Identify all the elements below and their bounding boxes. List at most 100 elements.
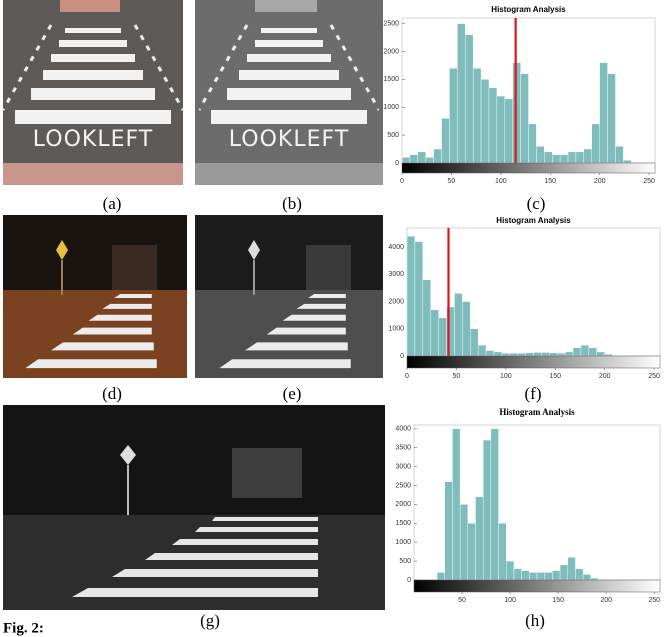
y-tick-label: 3500 bbox=[395, 445, 411, 452]
bar bbox=[575, 151, 585, 164]
bar bbox=[549, 352, 558, 357]
photo-d bbox=[3, 215, 187, 378]
chart-title: Histogram Analysis bbox=[491, 5, 566, 14]
y-tick-label: 1000 bbox=[388, 326, 404, 333]
x-tick-label: 200 bbox=[600, 597, 612, 604]
bar bbox=[525, 352, 534, 357]
bar bbox=[591, 123, 600, 164]
bar bbox=[590, 577, 599, 581]
panel-label: (d) bbox=[102, 384, 122, 403]
bar bbox=[517, 353, 526, 357]
bar bbox=[425, 157, 434, 164]
x-tick-label: 150 bbox=[544, 178, 556, 185]
bar bbox=[454, 293, 463, 357]
bar bbox=[623, 160, 632, 164]
bar bbox=[496, 95, 505, 164]
x-tick-label: 100 bbox=[504, 597, 516, 604]
bar bbox=[528, 123, 537, 164]
x-tick-label: 50 bbox=[453, 373, 461, 380]
y-tick-label: 1000 bbox=[383, 104, 399, 111]
bar bbox=[459, 504, 469, 581]
y-tick-label: 2000 bbox=[388, 298, 404, 305]
bar bbox=[509, 353, 518, 357]
photo-e bbox=[195, 215, 383, 378]
x-tick-label: 0 bbox=[400, 178, 404, 185]
gray-bar bbox=[413, 579, 661, 593]
bar bbox=[414, 241, 424, 357]
bar bbox=[485, 350, 495, 357]
bar bbox=[567, 151, 577, 164]
x-tick-label: 250 bbox=[648, 373, 660, 380]
bar bbox=[482, 439, 492, 581]
y-tick-label: 0 bbox=[407, 577, 411, 584]
y-tick-label: 2500 bbox=[383, 20, 399, 27]
bar bbox=[452, 428, 461, 581]
bar bbox=[472, 67, 482, 164]
chart-title: Histogram Analysis bbox=[499, 407, 575, 417]
x-tick-label: 0 bbox=[405, 373, 409, 380]
panel-label: (h) bbox=[525, 611, 545, 630]
x-tick-label: 250 bbox=[648, 597, 660, 604]
bar bbox=[529, 572, 538, 581]
bar bbox=[582, 574, 592, 581]
gray-bar bbox=[401, 162, 656, 174]
bar bbox=[465, 34, 474, 164]
chart-title: Histogram Analysis bbox=[496, 216, 571, 225]
y-tick-label: 0 bbox=[395, 160, 399, 167]
bar bbox=[422, 279, 431, 357]
panel-label: (b) bbox=[282, 194, 302, 213]
panel-label: (f) bbox=[525, 384, 542, 403]
y-tick-label: 3000 bbox=[395, 463, 411, 470]
bar bbox=[564, 351, 574, 357]
bar bbox=[493, 351, 503, 357]
panel-label: (a) bbox=[103, 194, 122, 213]
x-tick-label: 50 bbox=[448, 178, 456, 185]
road-text: LOOKLEFT bbox=[33, 127, 153, 152]
gray-bar bbox=[406, 355, 661, 369]
y-tick-label: 4000 bbox=[388, 244, 404, 251]
y-tick-label: 500 bbox=[387, 132, 399, 139]
y-tick-label: 3000 bbox=[388, 271, 404, 278]
bar bbox=[430, 309, 439, 357]
bar bbox=[552, 570, 561, 581]
x-tick-label: 250 bbox=[643, 178, 655, 185]
bar bbox=[541, 352, 550, 357]
bar bbox=[575, 568, 584, 581]
bar bbox=[475, 496, 484, 581]
photo-b bbox=[195, 0, 383, 185]
bar bbox=[615, 146, 624, 164]
bar bbox=[477, 344, 487, 357]
bar bbox=[580, 344, 590, 357]
bar bbox=[504, 98, 513, 164]
photo-g bbox=[3, 405, 385, 610]
bar bbox=[513, 568, 522, 581]
bar bbox=[520, 73, 529, 164]
x-tick-label: 100 bbox=[500, 373, 512, 380]
bar bbox=[533, 352, 542, 357]
bar bbox=[449, 67, 458, 164]
bar bbox=[501, 353, 510, 357]
bar bbox=[470, 328, 479, 357]
bar bbox=[441, 118, 450, 164]
photo-a bbox=[3, 0, 183, 185]
bar bbox=[488, 87, 498, 164]
bar bbox=[557, 353, 566, 357]
bar bbox=[599, 62, 608, 164]
bar bbox=[559, 154, 569, 164]
bar bbox=[583, 148, 592, 164]
bar bbox=[444, 481, 453, 581]
y-tick-label: 1500 bbox=[383, 76, 399, 83]
bar bbox=[433, 148, 442, 164]
bar bbox=[498, 523, 507, 581]
bar bbox=[536, 146, 545, 164]
panel-label: (e) bbox=[283, 384, 302, 403]
bar bbox=[607, 73, 616, 164]
bar bbox=[406, 235, 416, 357]
y-tick-label: 1500 bbox=[395, 520, 411, 527]
bar bbox=[559, 564, 568, 581]
bar bbox=[462, 301, 471, 357]
bar bbox=[417, 151, 426, 164]
x-tick-label: 150 bbox=[549, 373, 561, 380]
y-tick-label: 4000 bbox=[395, 426, 411, 433]
